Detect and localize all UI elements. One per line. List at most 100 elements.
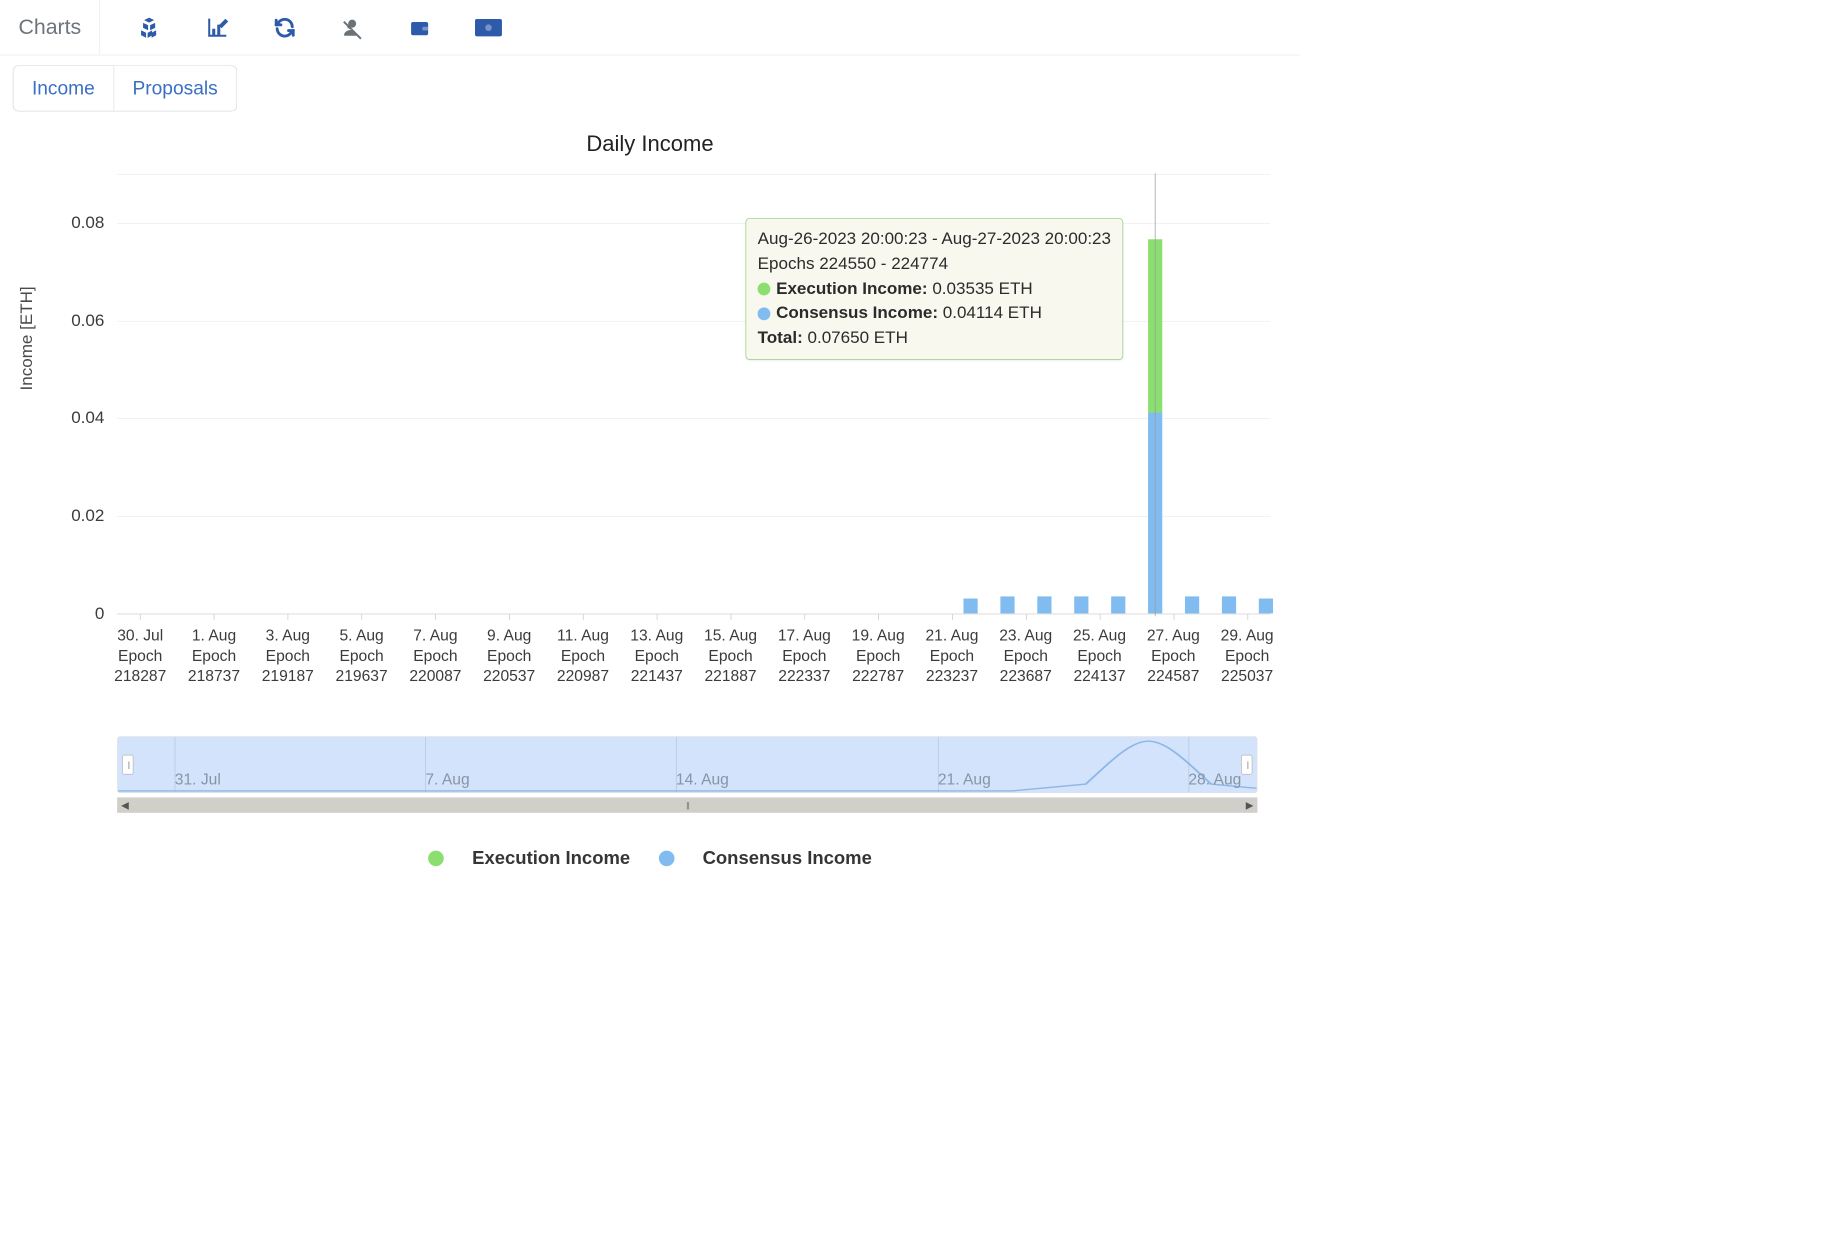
x-label: 25. AugEpoch224137	[1073, 626, 1126, 687]
tooltip-cons-dot	[758, 307, 771, 320]
navigator-label: 21. Aug	[938, 770, 991, 788]
x-tick	[583, 614, 584, 620]
bar-seg-cons	[1111, 596, 1125, 613]
x-label: 23. AugEpoch223687	[999, 626, 1052, 687]
scroll-track[interactable]: |||	[133, 798, 1242, 812]
x-label: 7. AugEpoch220087	[409, 626, 461, 687]
x-tick	[1100, 614, 1101, 620]
tabs: Income Proposals	[0, 55, 1300, 111]
x-label: 1. AugEpoch218737	[188, 626, 240, 687]
toolbar: Charts	[0, 0, 1300, 55]
x-tick	[140, 614, 141, 620]
tooltip-cons-value: 0.04114 ETH	[943, 303, 1042, 322]
legend-cons-label[interactable]: Consensus Income	[703, 847, 872, 869]
x-label: 11. AugEpoch220987	[557, 626, 609, 687]
x-tick	[878, 614, 879, 620]
tooltip-cons-row: Consensus Income: 0.04114 ETH	[758, 301, 1111, 326]
navigator[interactable]: ||| ||| 31. Jul 7. Aug 14. Aug 21. Aug 28. A…	[117, 736, 1257, 793]
navigator-label: 7. Aug	[425, 770, 469, 788]
tab-label: Proposals	[132, 77, 217, 98]
navigator-wrap: ||| ||| 31. Jul 7. Aug 14. Aug 21. Aug 28. A…	[117, 736, 1257, 813]
scroll-left-icon[interactable]: ◀	[117, 799, 133, 811]
y-tick: 0.06	[71, 311, 117, 331]
chart-title: Daily Income	[0, 131, 1300, 157]
navigator-handle-right[interactable]: |||	[1241, 755, 1252, 775]
tab-proposals[interactable]: Proposals	[114, 65, 237, 111]
x-tick	[1247, 614, 1248, 620]
x-tick	[362, 614, 363, 620]
legend-exec-label[interactable]: Execution Income	[472, 847, 630, 869]
crosshair	[1155, 173, 1156, 616]
bar-seg-cons	[1258, 599, 1272, 614]
refresh-icon[interactable]	[274, 16, 297, 39]
x-label: 29. AugEpoch225037	[1221, 626, 1274, 687]
x-tick	[952, 614, 953, 620]
x-label: 15. AugEpoch221887	[704, 626, 757, 687]
x-tick	[1173, 614, 1174, 620]
y-tick: 0	[95, 604, 117, 624]
x-label: 17. AugEpoch222337	[778, 626, 831, 687]
navigator-handle-left[interactable]: |||	[122, 755, 133, 775]
x-label: 9. AugEpoch220537	[483, 626, 535, 687]
wallet-icon[interactable]	[409, 16, 432, 39]
tooltip-exec-value: 0.03535 ETH	[932, 279, 1032, 298]
y-tick: 0.02	[71, 506, 117, 526]
bar-seg-cons	[963, 599, 977, 614]
bar[interactable]	[1185, 596, 1199, 613]
tooltip-exec-label: Execution Income:	[776, 279, 927, 298]
tooltip-total-value: 0.07650 ETH	[807, 328, 907, 347]
tooltip-total-label: Total:	[758, 328, 803, 347]
x-tick	[657, 614, 658, 620]
x-label: 30. JulEpoch218287	[114, 626, 166, 687]
legend-cons-dot	[659, 850, 675, 866]
y-tick: 0.08	[71, 213, 117, 233]
tooltip-line2: Epochs 224550 - 224774	[758, 252, 1111, 277]
navigator-label: 31. Jul	[175, 770, 221, 788]
bar[interactable]	[1037, 596, 1051, 613]
bar-seg-cons	[1185, 596, 1199, 613]
bar[interactable]	[1111, 596, 1125, 613]
bar-seg-cons	[1037, 596, 1051, 613]
x-labels: 30. JulEpoch218287 1. AugEpoch218737 3. Au…	[117, 621, 1270, 706]
bar[interactable]	[963, 599, 977, 614]
edit-chart-icon[interactable]	[205, 15, 229, 39]
x-tick	[804, 614, 805, 620]
bar-seg-cons	[1074, 596, 1088, 613]
x-label: 5. AugEpoch219637	[336, 626, 388, 687]
bar[interactable]	[1258, 599, 1272, 614]
x-label: 13. AugEpoch221437	[630, 626, 683, 687]
x-label: 27. AugEpoch224587	[1147, 626, 1200, 687]
cash-icon[interactable]	[475, 17, 502, 37]
x-tick	[731, 614, 732, 620]
bar-seg-cons	[1222, 596, 1236, 613]
bar[interactable]	[1222, 596, 1236, 613]
tab-income[interactable]: Income	[13, 65, 114, 111]
toolbar-title: Charts	[0, 0, 100, 55]
toolbar-title-text: Charts	[18, 15, 81, 39]
x-tick	[435, 614, 436, 620]
x-label: 3. AugEpoch219187	[262, 626, 314, 687]
tab-label: Income	[32, 77, 95, 98]
plot-area[interactable]: 00.020.040.060.08 Aug-26-2023 20:00:23 -…	[117, 174, 1270, 614]
tooltip-exec-row: Execution Income: 0.03535 ETH	[758, 277, 1111, 302]
scroll-right-icon[interactable]: ▶	[1242, 799, 1258, 811]
bar[interactable]	[1000, 596, 1014, 613]
chart-area: Income [ETH] 00.020.040.060.08 Aug-26-20…	[21, 174, 1278, 869]
scroll-grip-icon[interactable]: |||	[686, 800, 688, 810]
navigator-label: 28. Aug	[1188, 770, 1241, 788]
y-axis-label: Income [ETH]	[17, 286, 37, 390]
tooltip-cons-label: Consensus Income:	[776, 303, 938, 322]
tooltip: Aug-26-2023 20:00:23 - Aug-27-2023 20:00…	[746, 218, 1124, 360]
x-label: 21. AugEpoch223237	[925, 626, 978, 687]
user-off-icon[interactable]	[340, 15, 364, 39]
x-tick	[214, 614, 215, 620]
navigator-label: 14. Aug	[676, 770, 729, 788]
tooltip-exec-dot	[758, 283, 771, 296]
x-tick	[509, 614, 510, 620]
navigator-scrollbar[interactable]: ◀ ||| ▶	[117, 797, 1257, 813]
x-tick-row	[117, 614, 1270, 621]
x-label: 19. AugEpoch222787	[852, 626, 905, 687]
legend-exec-dot	[428, 850, 444, 866]
bar[interactable]	[1074, 596, 1088, 613]
cubes-icon[interactable]	[137, 15, 161, 39]
